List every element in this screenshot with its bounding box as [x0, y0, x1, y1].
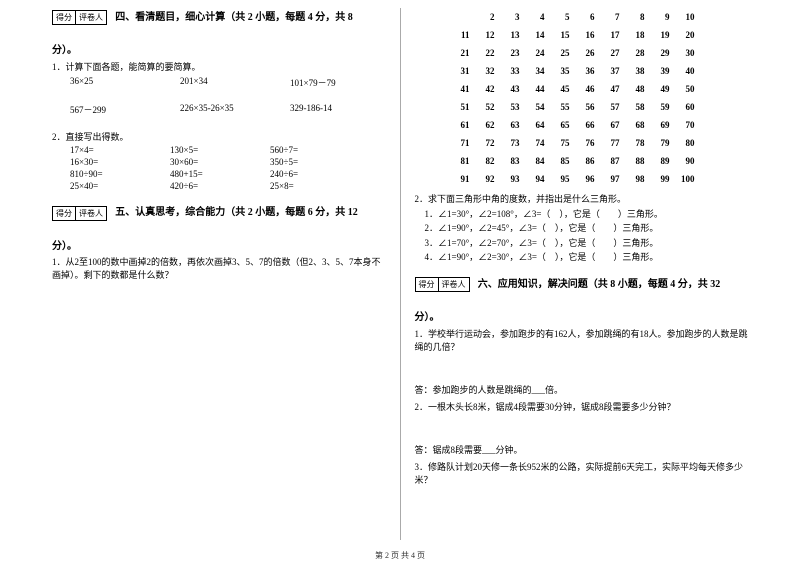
calc-row-1: 36×25 201×34 101×79－79 [52, 76, 386, 89]
expr: 480+15= [170, 169, 270, 179]
score-label: 得分 [53, 11, 76, 24]
grader-label: 评卷人 [76, 207, 106, 220]
grid-row: 919293949596979899100 [445, 170, 749, 188]
expr: 329-186-14 [290, 103, 360, 116]
section-5-header: 得分 评卷人 五、认真思考，综合能力（共 2 小题，每题 6 分，共 12 [52, 203, 386, 220]
grader-label: 评卷人 [439, 278, 469, 291]
section-6-tail: 分）。 [415, 312, 440, 323]
grid-row: 11121314151617181920 [445, 26, 749, 44]
expr: 25×8= [270, 181, 370, 191]
expr: 30×60= [170, 157, 270, 167]
angle-item: 2．∠1=90°，∠2=45°，∠3=（ ），它是（ ）三角形。 [425, 221, 749, 235]
grid-row: 31323334353637383940 [445, 62, 749, 80]
expr: 16×30= [70, 157, 170, 167]
grid-row: 51525354555657585960 [445, 98, 749, 116]
expr: 36×25 [70, 76, 140, 89]
grid-row: 41424344454647484950 [445, 80, 749, 98]
q6-3: 3．修路队计划20天修一条长952米的公路，实际提前6天完工，实际平均每天修多少… [415, 460, 749, 486]
expr: 560÷7= [270, 145, 370, 155]
score-label: 得分 [416, 278, 439, 291]
a6-2: 答：锯成8段需要___分钟。 [415, 443, 749, 456]
right-column: 2345678910 11121314151617181920 21222324… [403, 8, 761, 540]
score-box: 得分 评卷人 [415, 277, 470, 292]
q6-1: 1．学校举行运动会，参加跑步的有162人，参加跳绳的有18人。参加跑步的人数是跳… [415, 327, 749, 353]
grid-row: 2345678910 [445, 8, 749, 26]
q6-2: 2．一根木头长8米，锯成4段需要30分钟，锯成8段需要多少分钟？ [415, 400, 749, 413]
expr: 240÷6= [270, 169, 370, 179]
q4-2: 2．直接写出得数。 [52, 130, 386, 143]
expr: 420÷6= [170, 181, 270, 191]
q5-1: 1．从2至100的数中画掉2的倍数，再依次画掉3、5、7的倍数（但2、3、5、7… [52, 256, 386, 283]
section-5-tail: 分）。 [52, 241, 77, 252]
direct-calc-grid: 17×4=130×5=560÷7= 16×30=30×60=350÷5= 810… [52, 145, 386, 191]
column-divider [400, 8, 401, 540]
number-grid: 2345678910 11121314151617181920 21222324… [415, 8, 749, 188]
page-container: 得分 评卷人 四、看清题目，细心计算（共 2 小题，每题 4 分，共 8 分）。… [0, 0, 800, 540]
angle-list: 1．∠1=30°，∠2=108°，∠3=（ ），它是（ ）三角形。 2．∠1=9… [415, 207, 749, 265]
grid-row: 61626364656667686970 [445, 116, 749, 134]
page-footer: 第 2 页 共 4 页 [0, 550, 800, 561]
section-4-header: 得分 评卷人 四、看清题目，细心计算（共 2 小题，每题 4 分，共 8 [52, 8, 386, 25]
grid-row: 21222324252627282930 [445, 44, 749, 62]
score-box: 得分 评卷人 [52, 206, 107, 221]
section-6-header: 得分 评卷人 六、应用知识，解决问题（共 8 小题，每题 4 分，共 32 [415, 275, 749, 292]
expr: 101×79－79 [290, 76, 360, 89]
grader-label: 评卷人 [76, 11, 106, 24]
section-4-title: 四、看清题目，细心计算（共 2 小题，每题 4 分，共 8 [115, 12, 353, 23]
expr: 130×5= [170, 145, 270, 155]
score-box: 得分 评卷人 [52, 10, 107, 25]
grid-row: 81828384858687888990 [445, 152, 749, 170]
q4-1: 1．计算下面各题，能简算的要简算。 [52, 60, 386, 73]
expr: 201×34 [180, 76, 250, 89]
section-6-title: 六、应用知识，解决问题（共 8 小题，每题 4 分，共 32 [478, 279, 721, 290]
section-4-tail: 分）。 [52, 45, 77, 56]
expr: 350÷5= [270, 157, 370, 167]
expr: 226×35-26×35 [180, 103, 250, 116]
q5-2: 2．求下面三角形中角的度数，并指出是什么三角形。 [415, 192, 749, 205]
angle-item: 3．∠1=70°，∠2=70°，∠3=（ ），它是（ ）三角形。 [425, 236, 749, 250]
expr: 17×4= [70, 145, 170, 155]
left-column: 得分 评卷人 四、看清题目，细心计算（共 2 小题，每题 4 分，共 8 分）。… [40, 8, 398, 540]
expr: 567－299 [70, 103, 140, 116]
expr: 25×40= [70, 181, 170, 191]
score-label: 得分 [53, 207, 76, 220]
grid-row: 71727374757677787980 [445, 134, 749, 152]
angle-item: 1．∠1=30°，∠2=108°，∠3=（ ），它是（ ）三角形。 [425, 207, 749, 221]
calc-row-2: 567－299 226×35-26×35 329-186-14 [52, 103, 386, 116]
expr: 810÷90= [70, 169, 170, 179]
a6-1: 答：参加跑步的人数是跳绳的___倍。 [415, 383, 749, 396]
angle-item: 4．∠1=90°，∠2=30°，∠3=（ ），它是（ ）三角形。 [425, 250, 749, 264]
section-5-title: 五、认真思考，综合能力（共 2 小题，每题 6 分，共 12 [115, 207, 358, 218]
